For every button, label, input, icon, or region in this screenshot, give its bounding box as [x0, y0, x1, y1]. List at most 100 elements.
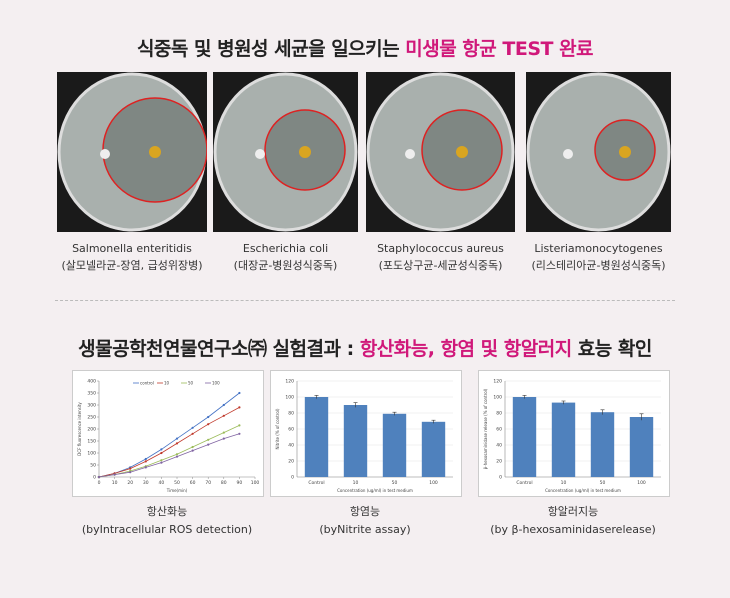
sample-korean: (살모넬라균-장염, 급성위장병) [61, 259, 203, 272]
y-tick-label: 200 [87, 427, 96, 433]
x-tick-label: 90 [237, 480, 243, 486]
y-axis-title: DCF fluorescence intensity [77, 402, 82, 456]
y-tick-label: 150 [87, 439, 96, 445]
x-tick-label: 10 [112, 480, 118, 486]
point [222, 431, 225, 434]
sample-name: Salmonella enteritidis [72, 242, 192, 255]
y-tick-label: 60 [496, 427, 502, 433]
y-tick-label: 300 [87, 403, 96, 409]
point [97, 475, 101, 479]
zone-ring [594, 119, 656, 181]
y-tick-label: 350 [87, 391, 96, 397]
caption-sub: (by β-hexosaminidaserelease) [490, 523, 656, 536]
y-tick-label: 100 [493, 395, 502, 401]
x-tick-label: 50 [174, 480, 180, 486]
legend-label: 100 [212, 381, 220, 386]
disc [456, 146, 468, 158]
title-text: 식중독 및 병원성 세균을 일으키는 [136, 38, 400, 60]
series-line [98, 425, 240, 478]
y-tick-label: 0 [291, 475, 294, 481]
caption-sub: (byNitrite assay) [319, 523, 411, 536]
sample-korean: (리스테리아균-병원성식중독) [531, 259, 666, 272]
x-tick-label: 0 [98, 480, 101, 486]
y-tick-label: 0 [93, 475, 96, 481]
point [144, 460, 147, 463]
section-title: 생물공학천연물연구소㈜ 실험결과 : 항산화능, 항염 및 항알러지 효능 확인 [0, 334, 730, 361]
legend-label: 50 [188, 381, 194, 386]
sample-caption: Listeriamonocytogenes (리스테리아균-병원성식중독) [506, 240, 691, 274]
sample-name: Escherichia coli [242, 242, 329, 255]
point [191, 432, 194, 435]
y-tick-label: 0 [499, 475, 502, 481]
caption-title: 항알러지능 [547, 505, 599, 518]
bar [512, 397, 537, 477]
y-tick-label: 400 [87, 379, 96, 385]
y-tick-label: 40 [496, 443, 502, 449]
zone-ring [421, 109, 503, 191]
x-axis-title: Time(min) [166, 488, 188, 493]
petri-photo [366, 72, 515, 232]
point [144, 457, 147, 461]
y-tick-label: 80 [496, 411, 502, 417]
point [222, 403, 225, 407]
point [238, 391, 241, 395]
point [207, 423, 210, 426]
caption-title: 항산화능 [146, 505, 188, 518]
series-line [98, 407, 240, 478]
bar [421, 421, 446, 477]
bar [304, 397, 329, 477]
y-tick-label: 40 [288, 443, 294, 449]
x-tick-label: 100 [251, 480, 260, 486]
chart-box: 0 20 40 60 80 100 120 Nitrite (% of control) Con… [270, 370, 462, 497]
y-tick-label: 250 [87, 415, 96, 421]
y-tick-label: 120 [285, 379, 294, 385]
bar [551, 402, 576, 477]
sample-name: Staphylococcus aureus [377, 242, 504, 255]
control-disc [100, 149, 110, 159]
chart-caption: 항알러지능 (by β-hexosaminidaserelease) [473, 503, 673, 539]
series-line [98, 392, 240, 478]
x-tick-label: 80 [221, 480, 227, 486]
y-tick-label: 20 [288, 459, 294, 465]
title-highlight: 항산화능, 항염 및 항알러지 [359, 338, 572, 360]
bar [629, 417, 654, 477]
chart-caption: 항염능 (byNitrite assay) [265, 503, 465, 539]
point [129, 471, 132, 474]
section-title: 식중독 및 병원성 세균을 일으키는 미생물 항균 TEST 완료 [0, 34, 730, 61]
disc [299, 146, 311, 158]
point [191, 445, 194, 449]
x-tick-label: 40 [159, 480, 165, 486]
petri-photo [213, 72, 358, 232]
point [191, 426, 194, 429]
y-tick-label: 50 [90, 463, 96, 469]
title-text: 생물공학천연물연구소㈜ 실험결과 : [78, 338, 354, 360]
x-tick-label: Control [516, 480, 532, 486]
point [144, 466, 147, 469]
control-disc [563, 149, 573, 159]
divider [55, 300, 675, 301]
y-tick-label: 80 [288, 411, 294, 417]
y-axis-title: Nitrite (% of control) [275, 408, 280, 449]
point [238, 406, 241, 409]
x-tick-label: 60 [190, 480, 196, 486]
point [175, 455, 179, 458]
point [191, 449, 194, 452]
point [207, 438, 210, 441]
title-text: 효능 확인 [577, 338, 653, 360]
x-tick-label: 10 [353, 480, 359, 486]
x-tick-label: 30 [143, 480, 149, 486]
sample-caption: Escherichia coli (대장균-병원성식중독) [193, 240, 378, 274]
point [129, 467, 132, 470]
legend-label: control [140, 381, 154, 386]
x-tick-label: 100 [637, 480, 646, 486]
x-tick-label: 50 [600, 480, 606, 486]
x-axis-title: Concentration (ug/ml) in test medium [337, 488, 413, 493]
chart-box: 0 50 100 150 200 250 300 350 400 DCF fluorescence… [72, 370, 264, 497]
x-tick-label: 100 [429, 480, 438, 486]
control-disc [405, 149, 415, 159]
y-tick-label: 100 [285, 395, 294, 401]
y-tick-label: 120 [493, 379, 502, 385]
x-tick-label: Control [308, 480, 324, 486]
